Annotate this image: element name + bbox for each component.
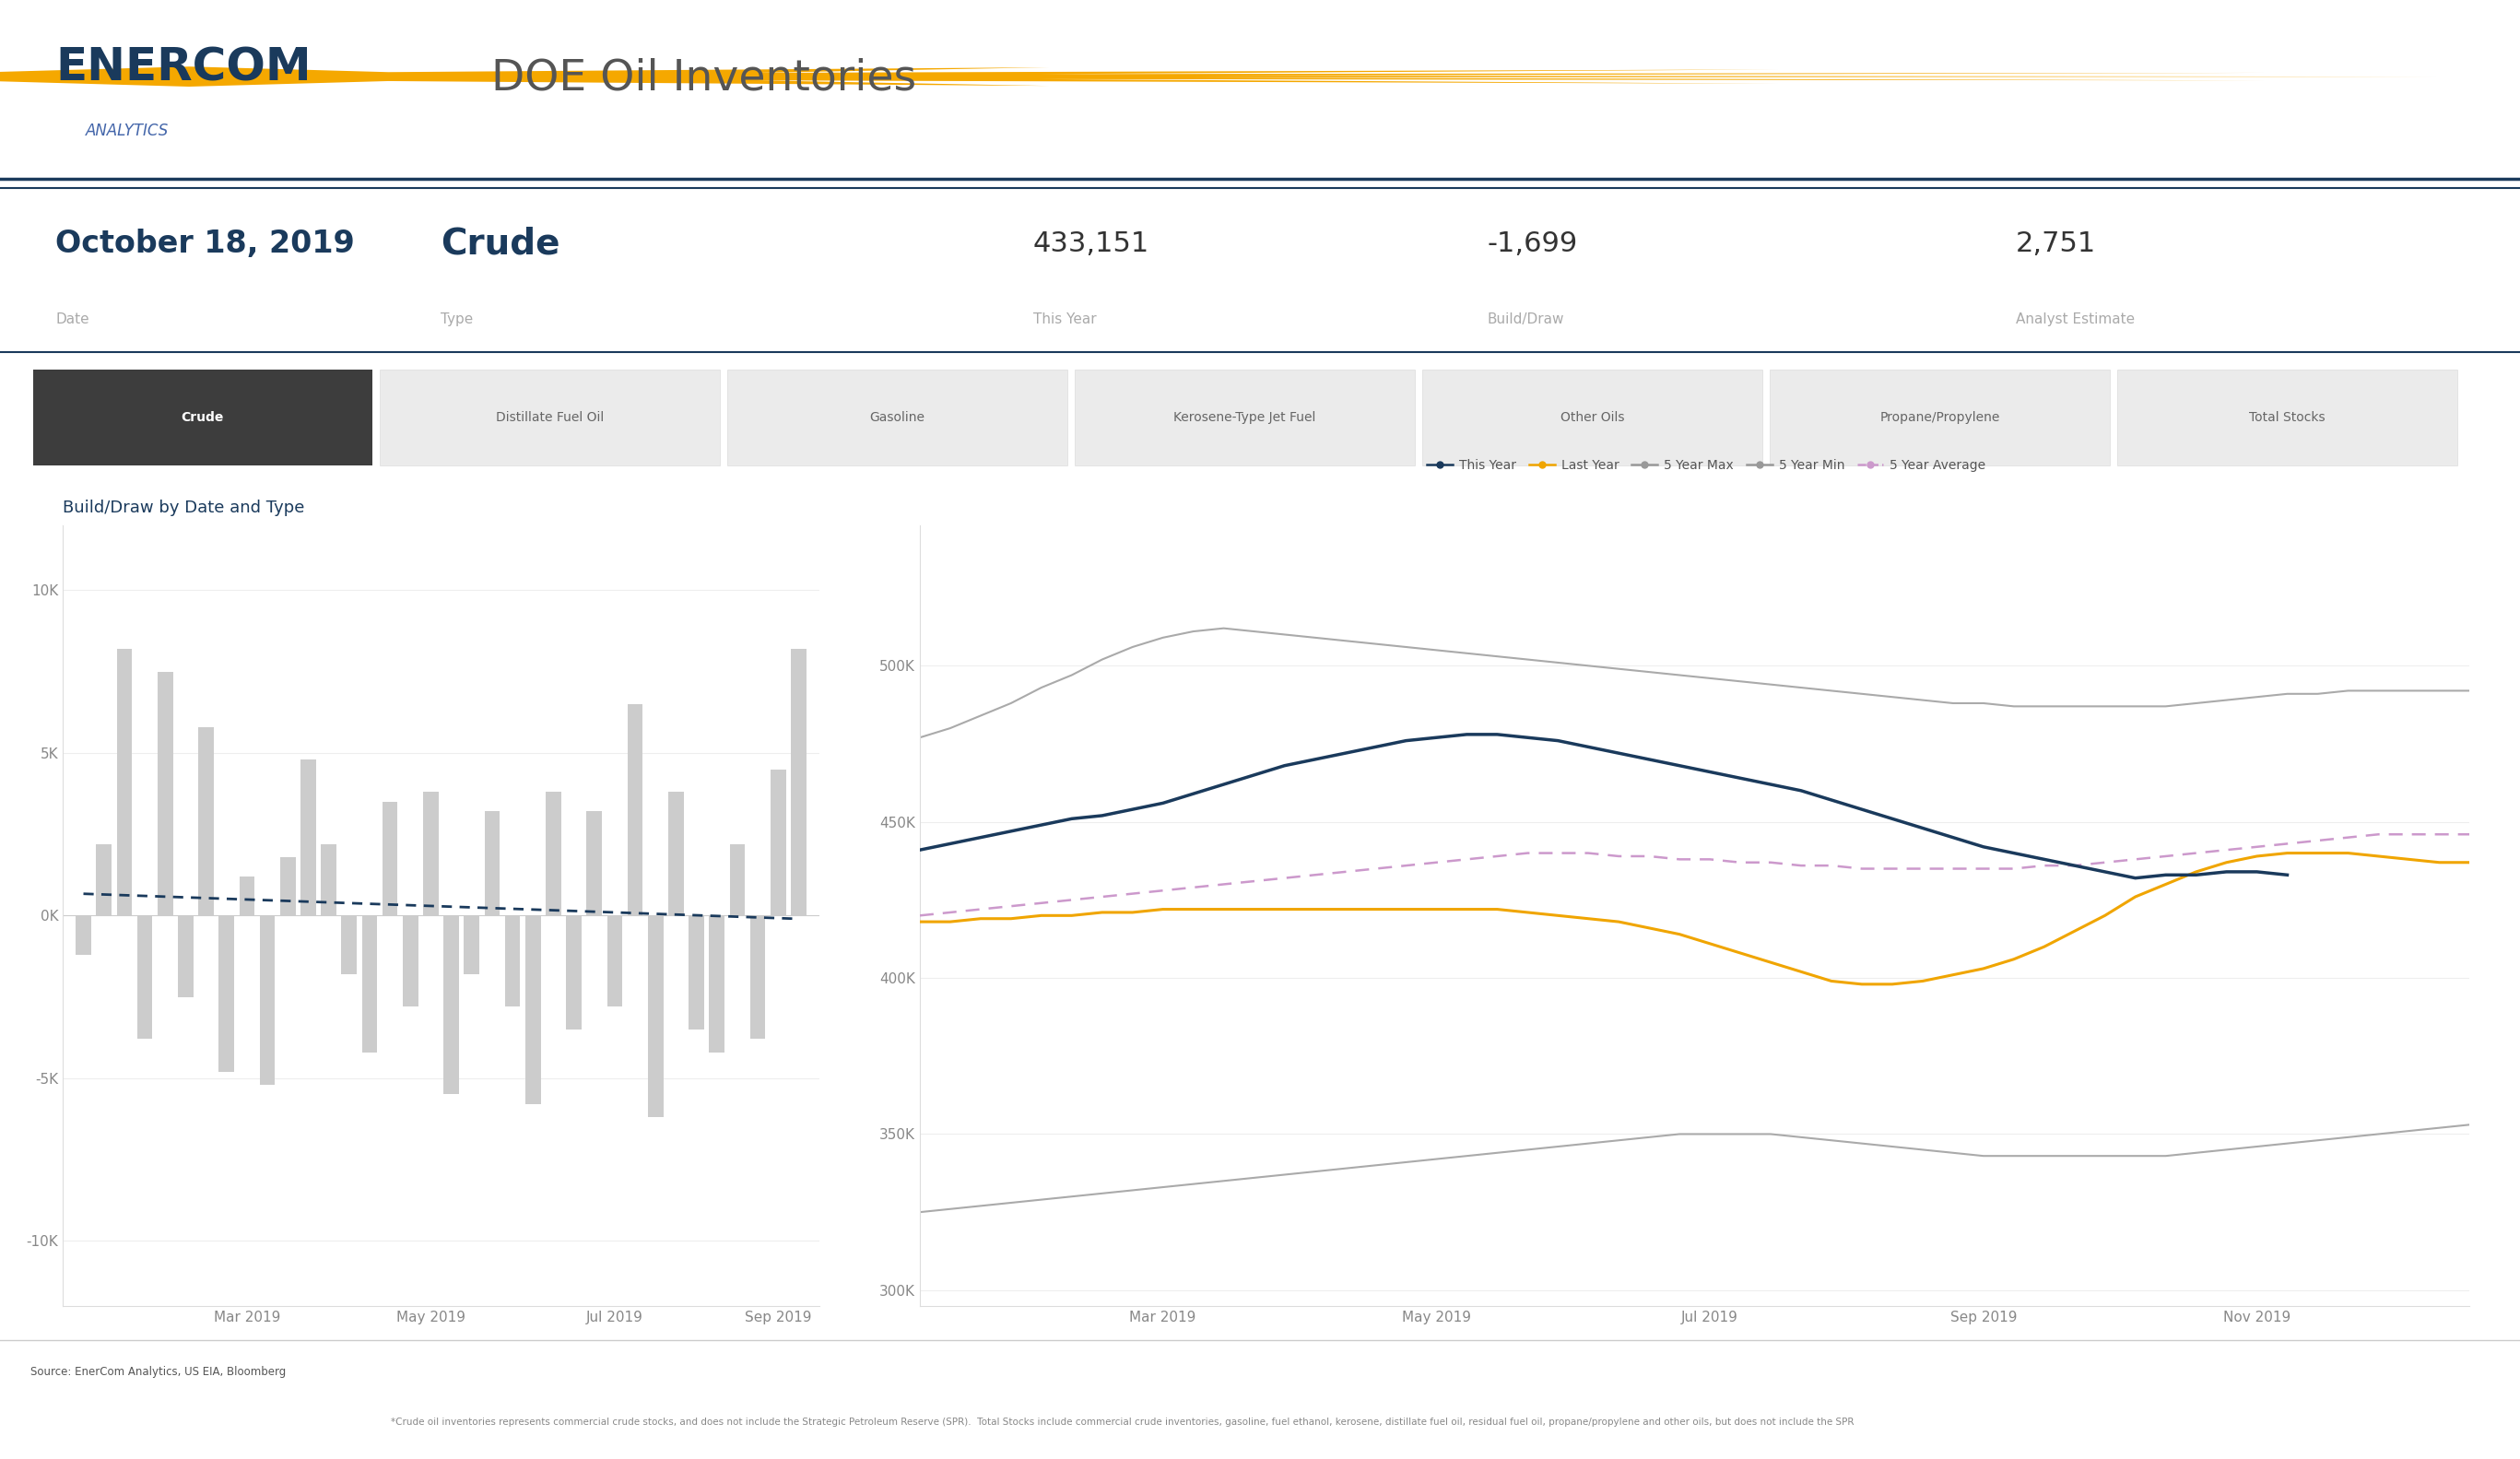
Text: Crude: Crude [441,226,559,261]
Bar [627,705,643,916]
Bar [260,916,275,1084]
Bar [179,916,194,996]
Bar [751,916,766,1039]
Text: Build/Draw by Date and Type: Build/Draw by Date and Type [63,499,305,516]
Bar [116,649,131,916]
Bar [688,916,703,1030]
Bar [199,727,214,916]
Bar [320,843,335,916]
Text: Kerosene-Type Jet Fuel: Kerosene-Type Jet Fuel [1174,411,1315,423]
FancyBboxPatch shape [381,369,721,465]
Bar [731,843,746,916]
Bar [363,916,378,1052]
Text: Other Oils: Other Oils [1560,411,1625,423]
Bar [136,916,151,1039]
Bar [383,801,398,916]
Bar [159,671,174,916]
Text: Propane/Propylene: Propane/Propylene [1880,411,2001,423]
Text: Distillate Fuel Oil: Distillate Fuel Oil [496,411,605,423]
Bar [340,916,358,975]
Text: Crude: Crude [181,411,224,423]
Text: ENERCOM: ENERCOM [55,45,312,89]
Bar [96,843,111,916]
FancyBboxPatch shape [1076,369,1414,465]
FancyBboxPatch shape [2117,369,2457,465]
Text: Build/Draw: Build/Draw [1487,312,1565,325]
Text: Total Stocks: Total Stocks [2248,411,2326,423]
Text: Gasoline: Gasoline [869,411,925,423]
Text: Source: EnerCom Analytics, US EIA, Bloomberg: Source: EnerCom Analytics, US EIA, Bloom… [30,1366,285,1379]
Bar [708,916,726,1052]
Bar [239,877,255,916]
Text: Analyst Estimate: Analyst Estimate [2016,312,2134,325]
Bar [403,916,418,1007]
FancyBboxPatch shape [1769,369,2109,465]
FancyBboxPatch shape [1421,369,1761,465]
Polygon shape [0,67,2437,86]
Bar [504,916,519,1007]
Bar [300,759,315,916]
Bar [607,916,622,1007]
Text: ANALYTICS: ANALYTICS [86,123,169,140]
Bar [587,811,602,916]
Text: *Crude oil inventories represents commercial crude stocks, and does not include : *Crude oil inventories represents commer… [391,1417,1855,1427]
Text: This Year: This Year [1033,312,1096,325]
Bar [567,916,582,1030]
Text: Date: Date [55,312,88,325]
Bar [76,916,91,954]
Bar [547,792,562,916]
Legend: This Year, Last Year, 5 Year Max, 5 Year Min, 5 Year Average: This Year, Last Year, 5 Year Max, 5 Year… [1421,454,1991,477]
Bar [648,916,663,1118]
Bar [464,916,479,975]
Bar [771,769,786,916]
Text: October 18, 2019: October 18, 2019 [55,229,355,258]
Bar [524,916,542,1104]
FancyBboxPatch shape [728,369,1068,465]
Bar [219,916,234,1071]
Bar [791,649,806,916]
Bar [668,792,683,916]
Text: -1,699: -1,699 [1487,231,1578,257]
Text: 433,151: 433,151 [1033,231,1149,257]
Bar [484,811,499,916]
Text: 2,751: 2,751 [2016,231,2097,257]
Bar [280,856,295,916]
Text: Type: Type [441,312,474,325]
Bar [444,916,459,1094]
Bar [423,792,438,916]
Text: DOE Oil Inventories: DOE Oil Inventories [491,58,917,99]
FancyBboxPatch shape [33,369,373,465]
